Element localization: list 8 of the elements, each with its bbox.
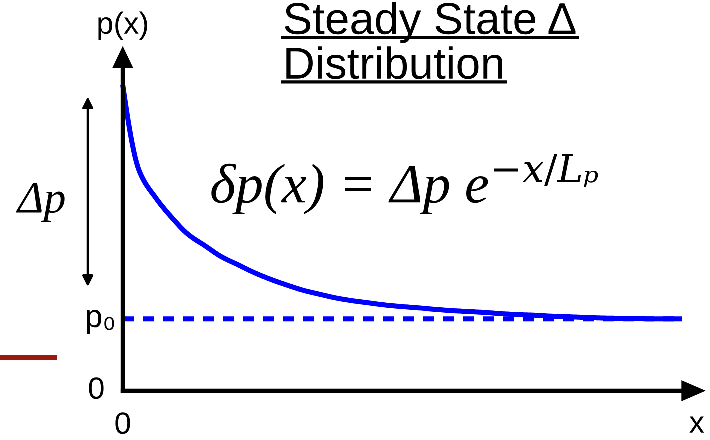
- ref-line-label: p₀: [87, 310, 114, 334]
- text: Δp: [16, 183, 65, 222]
- chart-title: Steady State Δ Distribution: [285, 2, 576, 80]
- text: 0: [116, 412, 130, 434]
- text: 0: [89, 378, 104, 400]
- y-axis-title: p(x): [98, 12, 148, 40]
- annotation: δp(x) = Δp e$^{−x/Lₚ}$: [212, 154, 598, 214]
- x-axis-title: x: [690, 416, 704, 433]
